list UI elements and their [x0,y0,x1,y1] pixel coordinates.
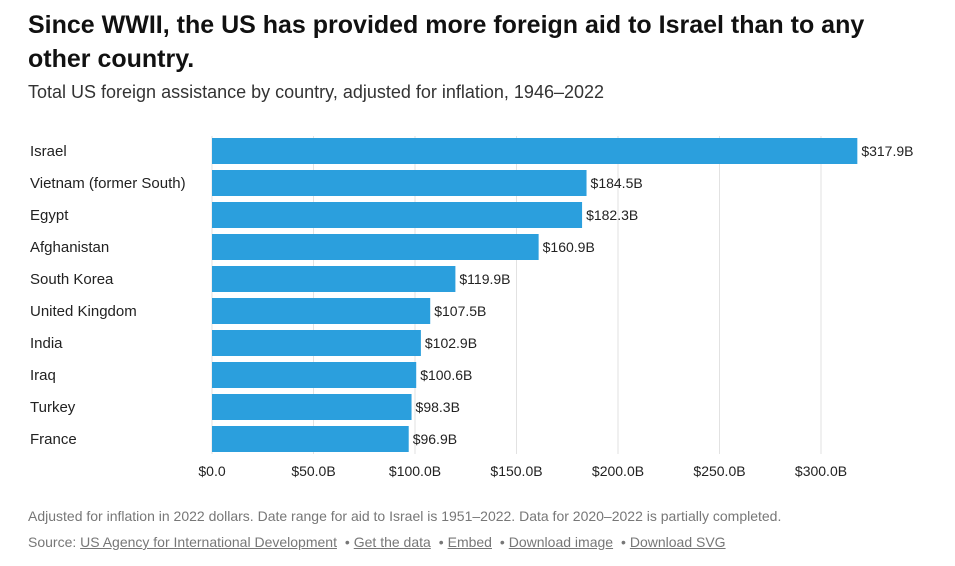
source-line: Source: US Agency for International Deve… [28,534,726,550]
get-data-link[interactable]: Get the data [353,534,431,550]
x-tick-label: $150.0B [490,463,542,479]
category-label: Egypt [30,207,69,224]
x-tick-label: $50.0B [291,463,335,479]
category-label: Iraq [30,367,56,384]
separator: • [499,534,505,550]
footnote: Adjusted for inflation in 2022 dollars. … [28,508,782,524]
bar [212,170,587,196]
bar [212,266,456,292]
bar [212,298,431,324]
value-label: $184.5B [591,175,643,191]
value-label: $102.9B [425,335,477,351]
category-label: South Korea [30,271,114,288]
bar [212,234,539,260]
bar [212,330,421,356]
download-svg-link[interactable]: Download SVG [629,534,726,550]
bar [212,202,583,228]
x-tick-label: $250.0B [693,463,745,479]
category-label: United Kingdom [30,303,137,320]
category-label: Afghanistan [30,239,109,256]
category-label: France [30,431,77,448]
x-tick-label: $300.0B [795,463,847,479]
bar-chart: $0.0 $50.0B $100.0B $150.0B $200.0B $250.0B $3… [30,136,914,479]
x-tick-label: $100.0B [389,463,441,479]
category-label: Turkey [30,399,76,416]
chart-subtitle: Total US foreign assistance by country, … [28,82,605,102]
chart-title: Since WWII, the US has provided more for… [28,11,865,73]
category-label: India [30,335,63,352]
value-label: $160.9B [543,239,595,255]
value-label: $107.5B [434,303,486,319]
source-prefix: Source: [28,534,81,550]
separator: • [344,534,350,550]
embed-link[interactable]: Embed [447,534,492,550]
value-label: $317.9B [861,143,913,159]
download-image-link[interactable]: Download image [508,534,614,550]
bar [212,138,858,164]
bar [212,426,409,452]
separator: • [438,534,444,550]
value-label: $100.6B [420,367,472,383]
value-label: $182.3B [586,207,638,223]
value-label: $96.9B [413,431,457,447]
value-label: $98.3B [416,399,460,415]
x-tick-label: $0.0 [198,463,225,479]
value-label: $119.9B [459,271,510,287]
x-tick-label: $200.0B [592,463,644,479]
source-link[interactable]: US Agency for International Development [80,534,337,550]
bar [212,394,412,420]
category-label: Vietnam (former South) [30,175,186,192]
bar [212,362,417,388]
category-label: Israel [30,143,67,160]
separator: • [620,534,626,550]
